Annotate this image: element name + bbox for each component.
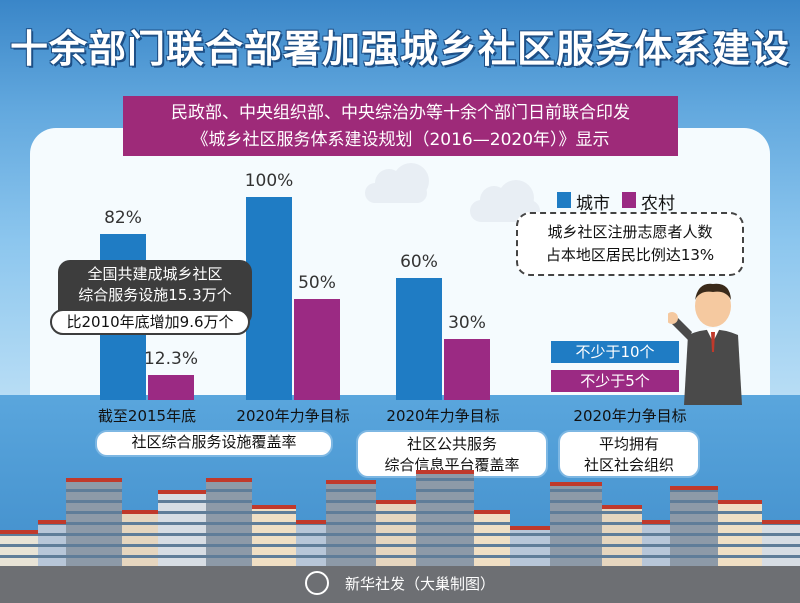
intro-banner: 民政部、中央组织部、中央综治办等十余个部门日前联合印发 《城乡社区服务体系建设规… <box>123 96 678 156</box>
category-2020-target-3: 2020年力争目标 <box>573 407 687 425</box>
building-icon <box>122 510 158 566</box>
metric-info-platform-line-1: 社区公共服务 <box>406 435 497 453</box>
building-icon <box>670 486 718 566</box>
building-icon <box>326 480 376 566</box>
bar-rural-3 <box>444 339 490 400</box>
legend-label-rural: 农村 <box>641 194 675 214</box>
bar-rural-1 <box>148 375 194 400</box>
building-icon <box>762 520 800 566</box>
building-icon <box>158 490 206 566</box>
building-icon <box>66 478 122 566</box>
category-label-1: 截至2015年底 <box>97 407 197 425</box>
xinhua-logo-icon <box>305 571 329 595</box>
footer-bar <box>0 566 800 603</box>
metric-facility-coverage: 社区综合服务设施覆盖率 <box>95 430 333 457</box>
building-icon <box>474 510 510 566</box>
volunteer-note-line-1: 城乡社区注册志愿者人数 <box>547 223 713 241</box>
footer-credit: 新华社发（大巢制图） <box>0 573 800 594</box>
facility-note-line-1: 全国共建成城乡社区 <box>87 265 223 283</box>
data-label-rural-3: 30% <box>448 313 486 334</box>
building-icon <box>376 500 416 566</box>
building-icon <box>642 520 670 566</box>
metric-social-orgs-line-1: 平均拥有 <box>598 435 659 453</box>
building-icon <box>252 505 296 566</box>
building-icon <box>510 526 550 566</box>
category-label-2: 2020年力争目标 <box>236 407 350 425</box>
data-label-rural-1: 12.3% <box>143 349 198 370</box>
building-icon <box>718 500 762 566</box>
facility-note-line-2: 综合服务设施15.3万个 <box>78 286 232 304</box>
building-icon <box>38 520 68 566</box>
metric-social-orgs-line-2: 社区社会组织 <box>583 456 674 474</box>
building-icon <box>296 520 326 566</box>
page-title: 十余部门联合部署加强城乡社区服务体系建设 <box>9 27 790 71</box>
legend-swatch-rural <box>622 192 636 208</box>
data-label-urban-1: 82% <box>104 207 142 228</box>
cloud-icon <box>365 163 429 203</box>
building-icon <box>206 478 252 566</box>
bar-urban-2 <box>246 197 292 400</box>
facility-note-increase: 比2010年底增加9.6万个 <box>50 309 250 335</box>
building-icon <box>550 482 602 566</box>
data-label-rural-2: 50% <box>298 272 336 293</box>
category-label-3: 2020年力争目标 <box>386 407 500 425</box>
volunteer-note-line-2: 占本地区居民比例达13% <box>545 246 715 264</box>
count-urban-badge: 不少于10个 <box>551 341 679 363</box>
count-rural-badge: 不少于5个 <box>551 370 679 392</box>
building-icon <box>416 470 474 566</box>
banner-line-2: 《城乡社区服务体系建设规划（2016—2020年）》显示 <box>191 130 610 150</box>
data-label-urban-2: 100% <box>244 171 294 191</box>
banner-line-1: 民政部、中央组织部、中央综治办等十余个部门日前联合印发 <box>171 103 630 123</box>
legend-label-urban: 城市 <box>576 194 610 214</box>
metric-info-platform-line-2: 综合信息平台覆盖率 <box>384 456 520 474</box>
data-label-urban-3: 60% <box>400 252 438 273</box>
building-icon <box>602 505 642 566</box>
metric-social-orgs: 平均拥有 社区社会组织 <box>558 430 700 478</box>
bar-urban-3 <box>396 278 442 400</box>
bar-rural-2 <box>294 298 340 400</box>
volunteer-note: 城乡社区注册志愿者人数 占本地区居民比例达13% <box>516 212 744 276</box>
building-icon <box>0 530 38 566</box>
legend-swatch-urban <box>557 192 571 208</box>
footer-credit-text: 新华社发（大巢制图） <box>344 575 495 593</box>
presenter-icon <box>668 283 742 405</box>
